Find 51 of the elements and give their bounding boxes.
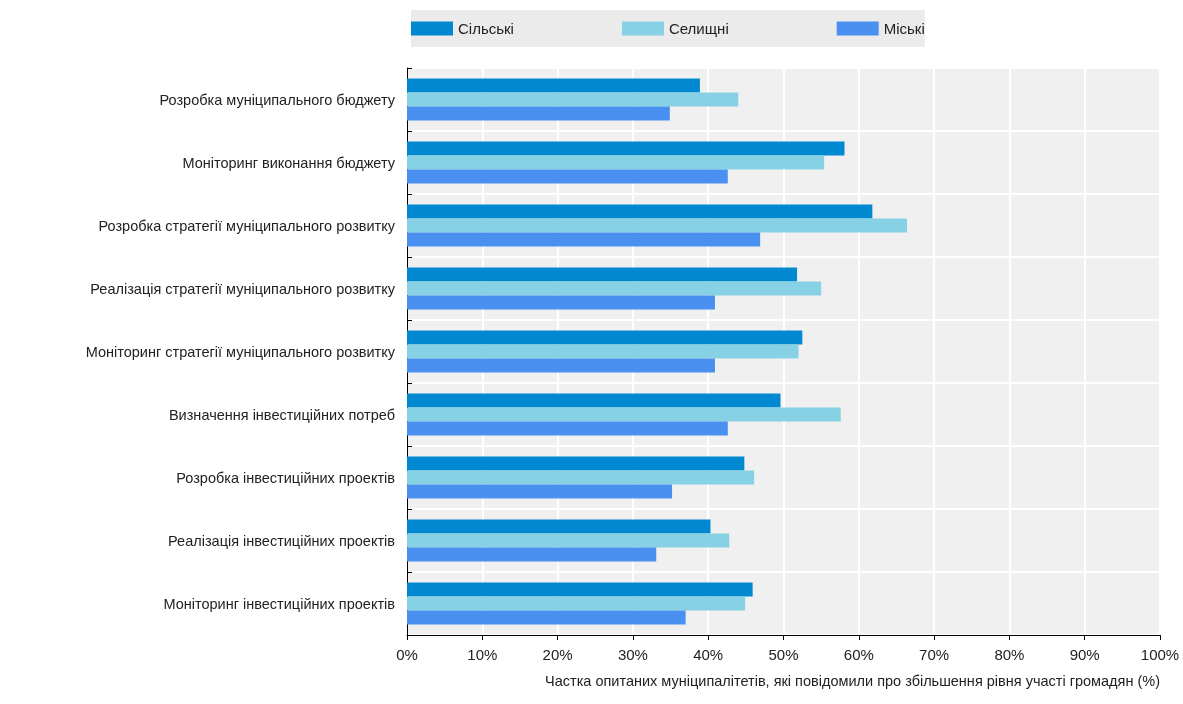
x-tick-label: 60% [843,646,874,663]
y-tick-label: Розробка стратегії муніципального розвитку [98,217,396,234]
bar [407,610,686,625]
y-tick-label: Реалізація інвестиційних проектів [168,532,396,549]
bar [407,358,715,373]
x-tick-label: 40% [693,646,724,663]
bar [407,547,657,562]
legend-label: Сільські [458,20,514,37]
bar [407,393,781,408]
y-tick-label: Моніторинг виконання бюджету [182,154,396,171]
bar [407,519,711,534]
bar [407,106,670,121]
legend-label: Міські [883,20,925,37]
bar [407,596,746,611]
bar [407,344,799,359]
bar [407,582,753,597]
bar [407,92,739,107]
bar [407,267,798,282]
bar [407,330,803,345]
y-tick-label: Моніторинг стратегії муніципального розвитку [85,343,396,360]
bar [407,204,873,219]
bar [407,421,728,436]
x-tick-label: 20% [542,646,573,663]
legend-label: Селищні [668,20,729,37]
x-tick-label: 90% [1069,646,1100,663]
y-tick-label: Моніторинг інвестиційних проектів [163,595,396,612]
bar [407,78,700,93]
bar [407,155,825,170]
bar [407,218,907,233]
x-tick-label: 70% [919,646,950,663]
bar [407,407,841,422]
bar [407,232,761,247]
bar [407,141,845,156]
y-tick-label: Розробка інвестиційних проектів [176,469,396,486]
x-tick-label: 100% [1140,646,1180,663]
bar [407,281,822,296]
bar [407,295,715,310]
bar [407,456,745,471]
x-tick-label: 80% [994,646,1025,663]
bar [407,484,673,499]
bar [407,169,728,184]
bar [407,470,755,485]
y-tick-label: Реалізація стратегії муніципального розвитку [90,280,396,297]
y-tick-label: Визначення інвестиційних потреб [168,406,395,423]
x-tick-label: 0% [396,646,418,663]
x-tick-label: 50% [768,646,799,663]
x-tick-label: 10% [467,646,498,663]
y-tick-label: Розробка муніципального бюджету [159,91,396,108]
x-tick-label: 30% [617,646,648,663]
bar [407,533,730,548]
x-axis-title: Частка опитаних муніципалітетів, які повідомили про збільшення рівня участі громадян (%) [545,672,1160,689]
